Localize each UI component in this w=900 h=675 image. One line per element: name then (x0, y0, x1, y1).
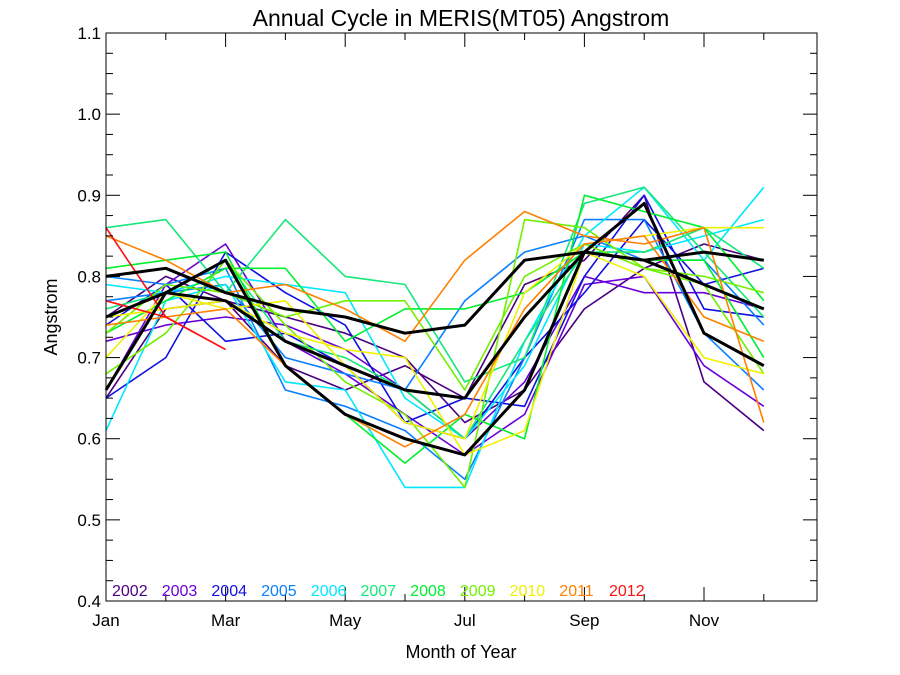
y-tick-labels: 0.4 0.5 0.6 0.7 0.8 0.9 1.0 1.1 (77, 24, 101, 611)
legend-entry-2004: 2004 (211, 583, 247, 600)
y-tick-label: 0.7 (77, 349, 101, 368)
legend-entry-2011: 2011 (559, 583, 594, 600)
y-tick-label: 1.0 (77, 105, 101, 124)
legend-entry-2008: 2008 (410, 583, 446, 600)
y-tick-label: 0.4 (77, 592, 101, 611)
legend-entry-2009: 2009 (460, 583, 496, 600)
series-line-22 (105, 250, 765, 335)
y-tick-label: 0.9 (77, 186, 101, 205)
y-tick-label: 0.8 (77, 267, 101, 286)
legend-entry-2010: 2010 (510, 583, 546, 600)
legend-entry-2002: 2002 (112, 583, 148, 600)
x-axis-label: Month of Year (405, 642, 516, 662)
series-line-21 (105, 300, 197, 334)
series-line-2 (105, 243, 765, 456)
x-tick-label: Jul (454, 611, 476, 630)
plot-frame (105, 32, 818, 602)
axis-ticks (105, 32, 817, 602)
x-tick-label: Nov (689, 611, 720, 630)
legend: 2002 2003 2004 2005 2006 2007 2008 2009 2010 2011… (112, 583, 645, 600)
x-tick-labels: Jan Mar May Jul Sep Nov (92, 611, 719, 630)
y-tick-label: 1.1 (77, 24, 101, 43)
legend-entry-2012: 2012 (609, 583, 645, 600)
x-tick-label: Mar (211, 611, 241, 630)
series-line-10 (105, 186, 765, 383)
series-line-24 (104, 201, 765, 457)
y-tick-label: 0.6 (77, 430, 101, 449)
legend-entry-2005: 2005 (261, 583, 297, 600)
legend-entry-2006: 2006 (311, 583, 347, 600)
y-tick-label: 0.5 (77, 511, 101, 530)
series-line-16 (105, 251, 765, 456)
series-line-19 (105, 235, 765, 448)
legend-entry-2007: 2007 (361, 583, 397, 600)
legend-entry-2003: 2003 (162, 583, 198, 600)
series-line-12 (105, 194, 765, 464)
series-line-6 (105, 218, 765, 481)
x-tick-label: Jan (92, 611, 119, 630)
x-tick-label: May (329, 611, 362, 630)
plot-lines (104, 186, 765, 489)
y-axis-label: Angstrom (41, 278, 61, 355)
chart-title: Annual Cycle in MERIS(MT05) Angstrom (253, 5, 670, 31)
series-line-14 (105, 218, 765, 489)
series-line-23 (105, 250, 765, 400)
series-line-15 (105, 243, 765, 391)
x-tick-label: Sep (569, 611, 599, 630)
